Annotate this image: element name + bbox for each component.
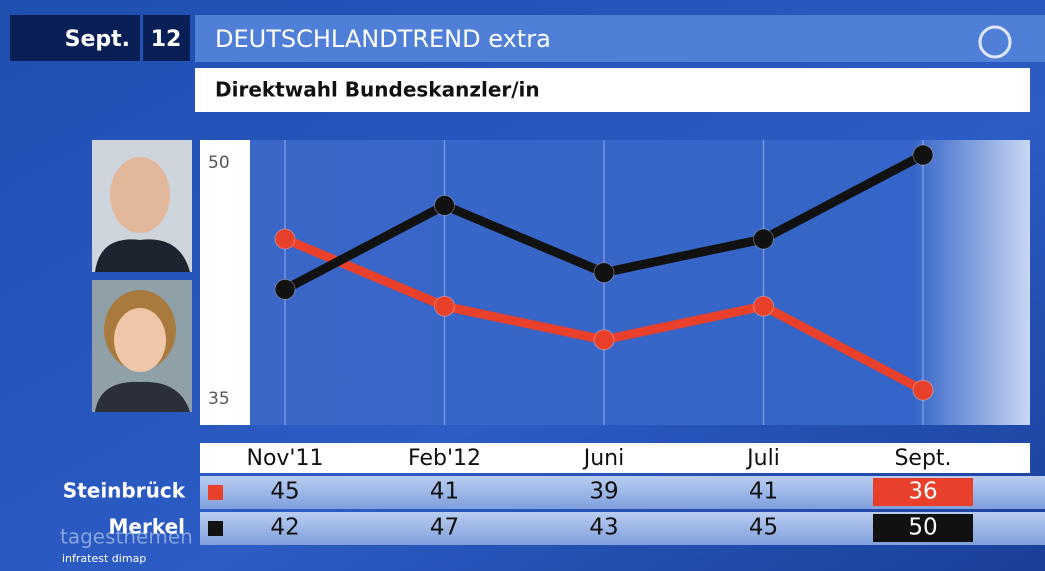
- point: [594, 330, 614, 350]
- point: [913, 380, 933, 400]
- header-day: 12: [151, 27, 182, 52]
- point: [754, 296, 774, 316]
- value-label: 42: [270, 515, 299, 541]
- point: [275, 229, 295, 249]
- chart-title: DEUTSCHLANDTREND extra: [215, 25, 551, 53]
- y-tick-label: 35: [208, 389, 230, 409]
- value-label: 43: [589, 515, 618, 541]
- x-tick-label: Juli: [745, 446, 780, 471]
- portrait-1: [92, 140, 192, 272]
- value-label: 36: [908, 479, 937, 505]
- legend-label: Merkel: [108, 515, 185, 539]
- value-label: 41: [430, 479, 459, 505]
- chart-subtitle: Direktwahl Bundeskanzler/in: [215, 78, 540, 102]
- point: [435, 296, 455, 316]
- y-axis-strip: [200, 140, 250, 425]
- value-label: 45: [270, 479, 299, 505]
- value-label: 41: [749, 479, 778, 505]
- x-tick-label: Sept.: [894, 446, 951, 471]
- page: {"header": {"month": "Sept.", "day": "12…: [0, 0, 1045, 571]
- x-tick-label: Feb'12: [408, 446, 481, 471]
- point: [435, 195, 455, 215]
- x-tick-label: Nov'11: [247, 446, 324, 471]
- value-label: 45: [749, 515, 778, 541]
- point: [754, 229, 774, 249]
- x-tick-label: Juni: [582, 446, 625, 471]
- chart: Sept. 12 DEUTSCHLANDTREND extra Direktwa…: [0, 0, 1045, 571]
- legend-label: Steinbrück: [63, 479, 186, 503]
- point: [913, 145, 933, 165]
- y-tick-label: 50: [208, 153, 230, 173]
- source: infratest dimap: [62, 552, 146, 565]
- legend-swatch: [208, 521, 223, 536]
- legend-swatch: [208, 485, 223, 500]
- value-label: 39: [589, 479, 618, 505]
- point: [275, 279, 295, 299]
- header-month: Sept.: [65, 27, 130, 52]
- value-label: 50: [908, 515, 937, 541]
- point: [594, 263, 614, 283]
- portrait-2: [92, 280, 192, 412]
- value-label: 47: [430, 515, 459, 541]
